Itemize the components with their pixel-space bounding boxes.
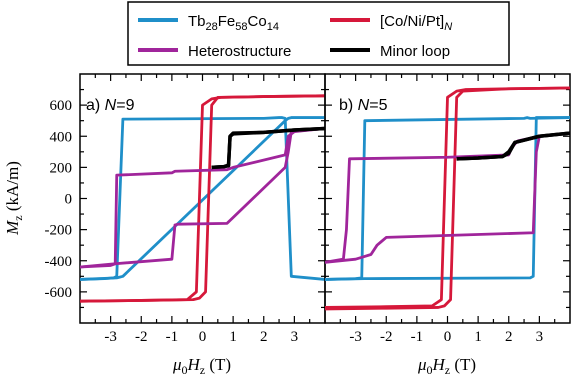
x-tick-label: 1 [229, 329, 237, 345]
panel-a: -3 -2 -1 0 1 2 3 -600 -400 -200 0 200 400 600 a) N=9 [45, 73, 326, 345]
series-line-heterostructure-down [325, 131, 570, 264]
series-line--co-ni-pt-n-down [325, 86, 570, 311]
x-tick-label: -2 [380, 329, 393, 345]
y-tick-label: -400 [45, 254, 73, 270]
legend: Tb28Fe58Co14 [Co/Ni/Pt]N Heterostructure… [127, 1, 510, 66]
y-tick-label: -200 [45, 223, 73, 239]
x-tick-label: 0 [444, 329, 452, 345]
legend-label-conipt: [Co/Ni/Pt]N [380, 13, 452, 33]
x-tick-label: 2 [505, 329, 513, 345]
x-tick-label: -1 [166, 329, 179, 345]
series-line-tb28fe58co14-down [80, 116, 325, 281]
x-tick-label: 0 [199, 329, 207, 345]
x-tick-label: 1 [474, 329, 482, 345]
panel-b-label: b) N=5 [339, 97, 388, 114]
panel-a-ticks: -3 -2 -1 0 1 2 3 -600 -400 -200 0 200 400 600 [45, 74, 325, 345]
series-line-minor-loop-down [211, 126, 325, 170]
x-axis-title-b: μ0Hz (T) [417, 355, 476, 377]
series-line-heterostructure-down [80, 127, 325, 269]
y-axis-title: Mz (kA/m) [3, 161, 25, 236]
legend-label-hetero: Heterostructure [188, 43, 291, 60]
legend-box [127, 1, 510, 66]
y-tick-label: 0 [65, 192, 73, 208]
y-tick-label: 600 [50, 98, 73, 114]
x-tick-label: -3 [349, 329, 362, 345]
x-tick-label: 3 [536, 329, 544, 345]
panel-a-series [80, 94, 325, 303]
series-line-minor-loop-down [456, 131, 570, 161]
x-tick-label: 3 [291, 329, 299, 345]
panel-a-label: a) N=9 [86, 97, 135, 114]
x-axis-title-a: μ0Hz (T) [172, 355, 231, 377]
panel-b-series [325, 86, 570, 311]
x-tick-label: -2 [135, 329, 148, 345]
series-line-tb28fe58co14-down [325, 116, 570, 281]
x-tick-label: 2 [260, 329, 268, 345]
legend-label-minor: Minor loop [380, 43, 450, 60]
panel-b: -3 -2 -1 0 1 2 3 b) N=5 [324, 73, 571, 345]
series-line--co-ni-pt-n-down [80, 94, 325, 303]
x-tick-label: -3 [104, 329, 117, 345]
legend-label-tbfeco: Tb28Fe58Co14 [188, 13, 279, 33]
y-tick-label: 200 [50, 160, 73, 176]
panel-b-ticks: -3 -2 -1 0 1 2 3 [325, 74, 570, 345]
x-tick-label: -1 [411, 329, 424, 345]
y-tick-label: 400 [50, 129, 73, 145]
y-tick-label: -600 [45, 285, 73, 301]
